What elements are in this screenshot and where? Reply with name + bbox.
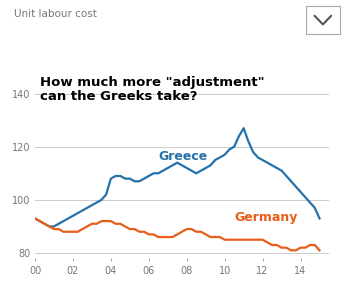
Text: Germany: Germany [234, 211, 298, 224]
Text: Greece: Greece [158, 150, 208, 163]
Text: Unit labour cost: Unit labour cost [14, 9, 97, 19]
Text: can the Greeks take?: can the Greeks take? [40, 90, 198, 103]
Text: How much more "adjustment": How much more "adjustment" [40, 76, 265, 89]
